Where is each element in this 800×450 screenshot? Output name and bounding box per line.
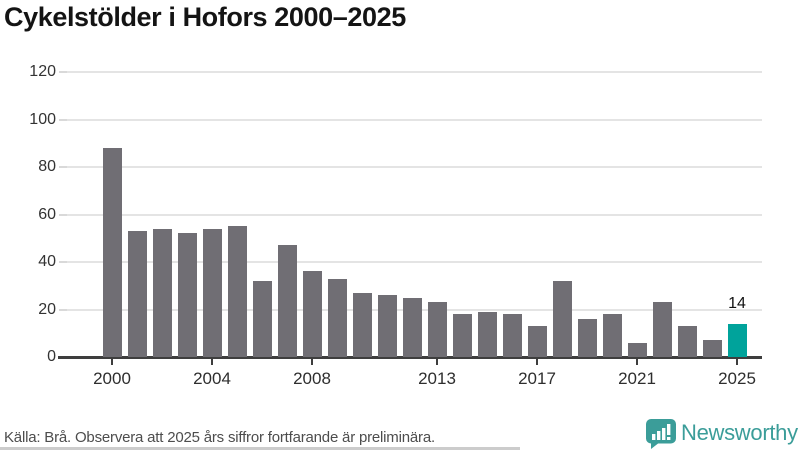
bar bbox=[428, 302, 447, 357]
bar bbox=[653, 302, 672, 357]
gridline bbox=[66, 71, 762, 73]
bar bbox=[253, 281, 272, 357]
x-axis-tick bbox=[536, 359, 538, 365]
bar-highlighted bbox=[728, 324, 747, 357]
bar bbox=[303, 271, 322, 357]
x-axis-tick bbox=[311, 359, 313, 365]
bar bbox=[678, 326, 697, 357]
y-axis-label: 20 bbox=[38, 300, 56, 318]
newsworthy-bubble-chart-icon bbox=[646, 419, 676, 449]
bar bbox=[153, 229, 172, 357]
y-axis-label: 0 bbox=[47, 348, 56, 365]
y-axis-tick bbox=[59, 71, 67, 73]
y-axis-label: 40 bbox=[38, 253, 56, 270]
x-axis-tick bbox=[636, 359, 638, 365]
source-note: Källa: Brå. Observera att 2025 års siffr… bbox=[4, 429, 435, 446]
y-axis-tick bbox=[59, 118, 67, 121]
x-axis-tick bbox=[736, 359, 738, 365]
bar bbox=[328, 279, 347, 357]
bar bbox=[703, 340, 722, 357]
x-axis-label: 2017 bbox=[518, 369, 556, 388]
gridline bbox=[66, 118, 762, 121]
y-axis-label: 80 bbox=[38, 158, 56, 175]
horizontal-scrollbar-thumb[interactable] bbox=[0, 447, 520, 450]
gridline bbox=[66, 166, 762, 168]
x-axis-tick bbox=[436, 359, 438, 365]
x-axis-label: 2025 bbox=[718, 369, 756, 388]
bar bbox=[478, 312, 497, 357]
bar bbox=[603, 314, 622, 357]
x-axis-label: 2004 bbox=[193, 369, 231, 388]
x-axis-label: 2000 bbox=[93, 369, 131, 388]
bar-chart-plot-area: 0 20 40 60 80 100 120 14 2000 2004 2008 2013 2017 202… bbox=[29, 63, 762, 388]
bar bbox=[528, 326, 547, 357]
x-axis-tick bbox=[211, 359, 213, 365]
bar bbox=[103, 148, 122, 357]
bar bbox=[578, 319, 597, 357]
bar bbox=[353, 293, 372, 357]
bar bbox=[128, 231, 147, 357]
bar bbox=[503, 314, 522, 357]
bar bbox=[203, 229, 222, 357]
gridline bbox=[66, 213, 762, 216]
x-axis-label: 2008 bbox=[293, 369, 331, 388]
newsworthy-wordmark: Newsworthy bbox=[681, 420, 798, 445]
chart-title: Cykelstölder i Hofors 2000–2025 bbox=[4, 2, 406, 32]
y-axis-tick bbox=[59, 308, 67, 311]
bar bbox=[378, 295, 397, 357]
bar bbox=[553, 281, 572, 357]
gridline bbox=[66, 261, 762, 263]
bar bbox=[453, 314, 472, 357]
y-axis-label: 60 bbox=[38, 205, 56, 223]
x-axis-label: 2021 bbox=[618, 369, 656, 388]
newsworthy-logo[interactable]: Newsworthy bbox=[645, 418, 798, 449]
x-axis-line bbox=[58, 356, 762, 359]
x-axis-tick bbox=[111, 359, 113, 365]
y-axis-tick bbox=[59, 213, 67, 216]
bar bbox=[628, 343, 647, 357]
y-axis-tick bbox=[59, 261, 67, 263]
bar-value-label: 14 bbox=[728, 295, 746, 312]
bar bbox=[278, 245, 297, 357]
y-axis-tick bbox=[59, 166, 67, 168]
y-axis-label: 120 bbox=[29, 63, 56, 80]
x-axis-label: 2013 bbox=[418, 369, 456, 388]
bar bbox=[178, 233, 197, 357]
bar bbox=[228, 226, 247, 357]
y-axis-label: 100 bbox=[29, 110, 56, 128]
bar bbox=[403, 298, 422, 357]
